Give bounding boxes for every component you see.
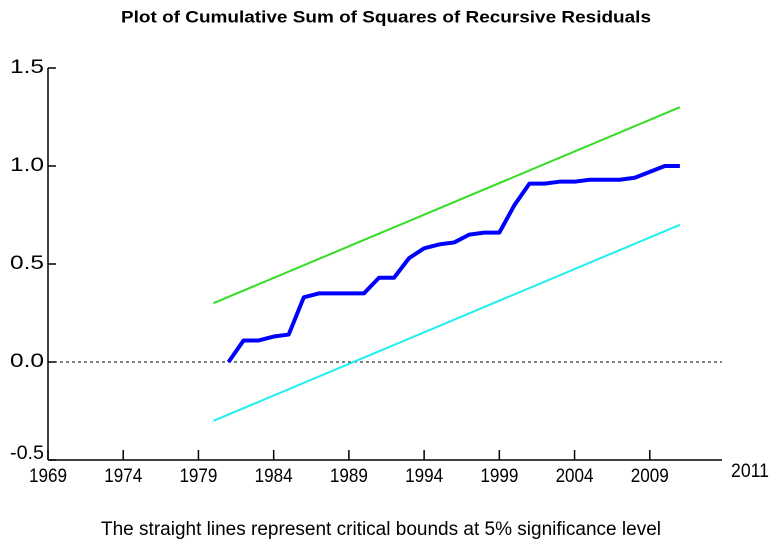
x-tick-label: 2004 [556, 466, 594, 487]
chart-title: Plot of Cumulative Sum of Squares of Rec… [121, 7, 651, 26]
series-line [213, 223, 681, 422]
x-tick-label: 1994 [405, 466, 443, 487]
y-tick-label: -0.5 [10, 443, 44, 464]
y-tick-label: 0.0 [10, 351, 44, 372]
x-tick-label: 1989 [330, 466, 368, 487]
x-tick-label: 2009 [631, 466, 669, 487]
x-end-label: 2011 [731, 461, 769, 482]
series-line [213, 106, 681, 305]
y-tick-label: 1.5 [10, 57, 44, 78]
x-tick-label: 1974 [104, 466, 142, 487]
x-tick-label: 1984 [255, 466, 293, 487]
y-tick-label: 1.0 [10, 155, 44, 176]
footnote: The straight lines represent critical bo… [101, 519, 661, 540]
x-tick-label: 1999 [480, 466, 518, 487]
series-line [226, 164, 680, 364]
y-tick-label: 0.5 [10, 253, 44, 274]
x-tick-label: 1969 [29, 466, 67, 487]
x-tick-label: 1979 [179, 466, 217, 487]
